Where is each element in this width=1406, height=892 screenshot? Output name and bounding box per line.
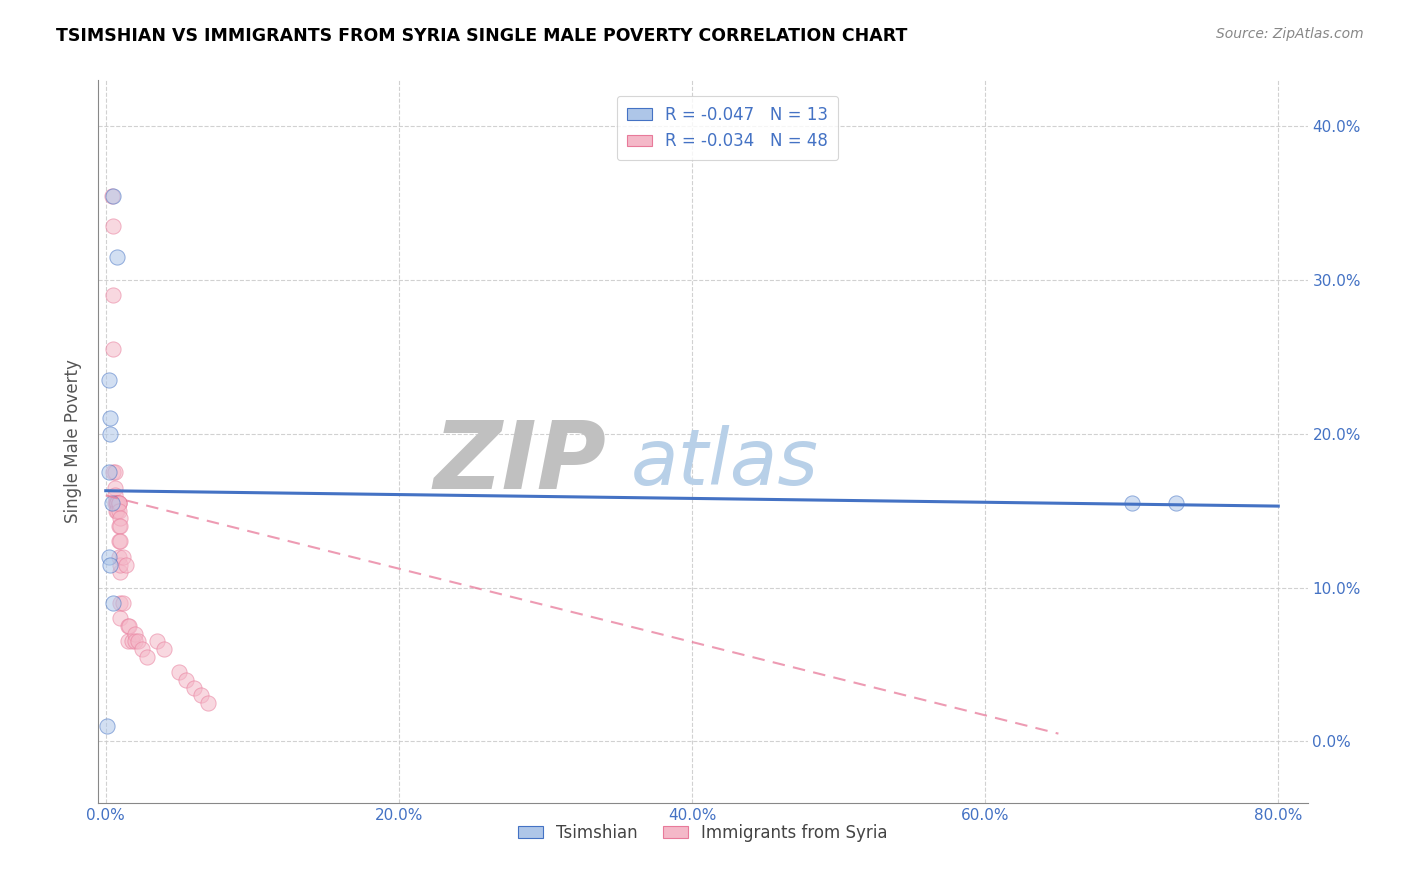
Point — [1121, 496, 1143, 510]
Point — [101, 219, 124, 234]
Point — [103, 465, 125, 479]
Point — [107, 496, 129, 510]
Point — [97, 549, 120, 564]
Text: ZIP: ZIP — [433, 417, 606, 509]
Point — [107, 504, 129, 518]
Point — [124, 634, 146, 648]
Point — [103, 496, 125, 510]
Point — [100, 188, 122, 202]
Point — [1164, 496, 1187, 510]
Point — [107, 250, 129, 264]
Point — [108, 519, 131, 533]
Text: TSIMSHIAN VS IMMIGRANTS FROM SYRIA SINGLE MALE POVERTY CORRELATION CHART: TSIMSHIAN VS IMMIGRANTS FROM SYRIA SINGL… — [56, 27, 908, 45]
Point — [108, 496, 131, 510]
Point — [127, 634, 149, 648]
Point — [101, 465, 124, 479]
Point — [107, 496, 129, 510]
Point — [110, 558, 132, 572]
Point — [101, 596, 124, 610]
Text: Source: ZipAtlas.com: Source: ZipAtlas.com — [1216, 27, 1364, 41]
Point — [97, 465, 120, 479]
Point — [197, 696, 219, 710]
Point — [103, 481, 125, 495]
Point — [131, 642, 153, 657]
Point — [183, 681, 205, 695]
Point — [167, 665, 190, 680]
Point — [112, 596, 135, 610]
Point — [108, 504, 131, 518]
Point — [107, 496, 129, 510]
Point — [110, 565, 132, 579]
Point — [98, 411, 121, 425]
Point — [121, 634, 143, 648]
Point — [110, 611, 132, 625]
Point — [110, 534, 132, 549]
Point — [146, 634, 169, 648]
Point — [105, 496, 128, 510]
Point — [98, 426, 121, 441]
Point — [105, 504, 128, 518]
Point — [190, 688, 212, 702]
Text: atlas: atlas — [630, 425, 818, 501]
Point — [101, 343, 124, 357]
Point — [108, 496, 131, 510]
Point — [108, 549, 131, 564]
Point — [117, 634, 139, 648]
Point — [101, 288, 124, 302]
Point — [108, 496, 131, 510]
Point — [103, 488, 125, 502]
Point — [110, 596, 132, 610]
Point — [115, 558, 138, 572]
Point — [117, 619, 139, 633]
Point — [98, 558, 121, 572]
Point — [108, 534, 131, 549]
Point — [112, 549, 135, 564]
Point — [153, 642, 176, 657]
Point — [96, 719, 118, 733]
Point — [110, 511, 132, 525]
Point — [124, 626, 146, 640]
Point — [110, 519, 132, 533]
Point — [118, 619, 141, 633]
Point — [176, 673, 198, 687]
Point — [100, 496, 122, 510]
Legend: Tsimshian, Immigrants from Syria: Tsimshian, Immigrants from Syria — [512, 817, 894, 848]
Point — [135, 649, 157, 664]
Point — [101, 188, 124, 202]
Y-axis label: Single Male Poverty: Single Male Poverty — [65, 359, 83, 524]
Point — [97, 373, 120, 387]
